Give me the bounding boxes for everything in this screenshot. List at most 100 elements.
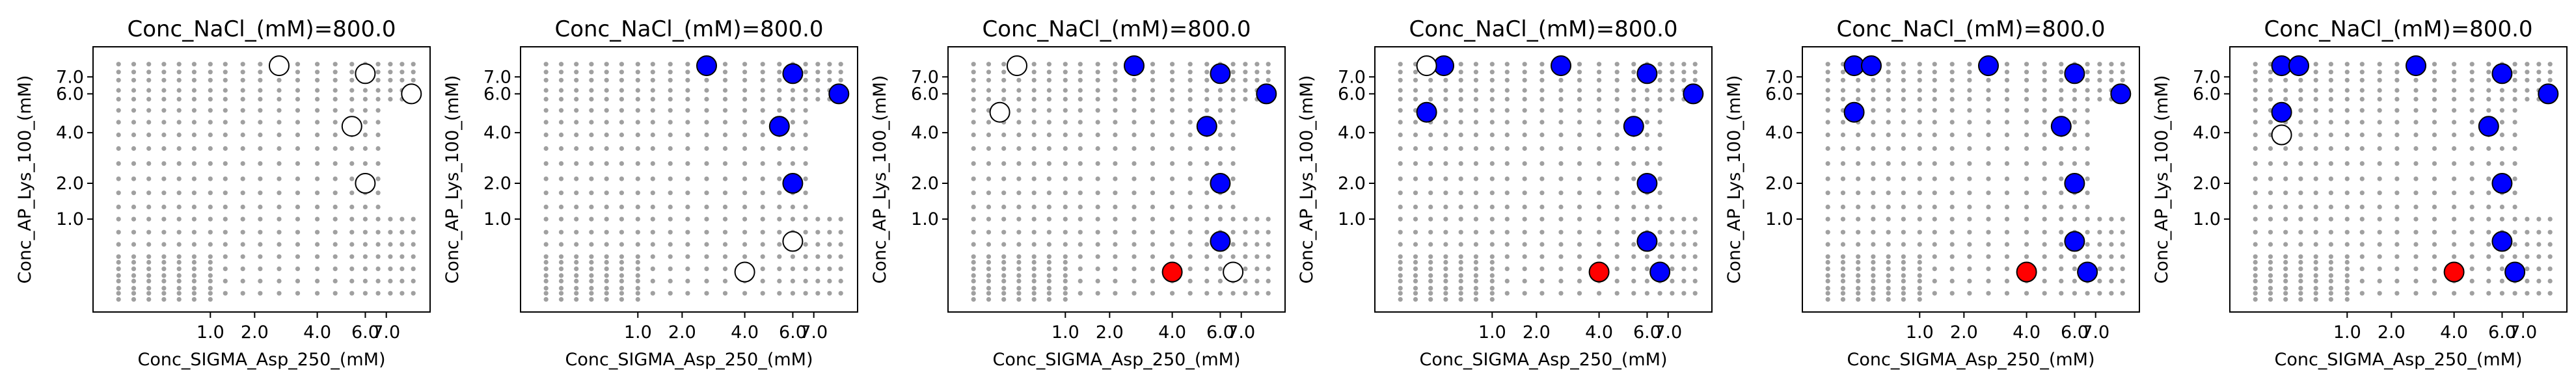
sample-point [1413,285,1418,291]
sample-point [2413,266,2419,272]
sample-point [815,77,820,83]
sample-point [2377,278,2382,283]
sample-point [2004,77,2010,83]
sample-point [240,216,245,222]
sample-point [742,216,748,222]
sample-point [574,146,579,151]
sample-point [619,204,625,209]
sample-point [790,146,795,151]
sample-point [2512,176,2517,181]
sample-point [1443,204,1448,209]
sample-point [2359,88,2365,93]
sample-point [1657,242,1662,247]
sample-point [1413,146,1418,151]
sample-point [803,146,808,151]
sample-point [2525,62,2530,67]
sample-point [971,120,976,125]
sample-point [1489,176,1495,181]
sample-point [1681,266,1687,272]
sample-point [2512,291,2517,296]
sample-point [1132,266,1137,272]
sample-point [1577,161,1582,166]
sample-point [161,146,167,151]
sample-point [1901,204,1906,209]
sample-point [208,278,213,283]
sample-point [1458,216,1463,222]
experiment-point [782,231,804,252]
sample-point [1917,254,1922,259]
sample-point [1001,273,1007,278]
sample-point [1443,297,1448,302]
sample-point [349,77,355,83]
sample-point [1413,120,1418,125]
sample-point [1631,62,1636,67]
sample-point [827,70,832,75]
sample-point [1001,161,1007,166]
sample-point [2283,216,2288,222]
sample-point [2525,242,2530,247]
sample-point [2525,278,2530,283]
sample-point [1577,204,1582,209]
sample-point [1113,108,1118,113]
sample-point [1428,254,1433,259]
sample-point [704,132,709,138]
y-tick-label: 7.0 [2193,67,2221,87]
sample-point [1558,77,1564,83]
sample-point [1644,254,1649,259]
sample-point [208,254,213,259]
sample-point [558,88,564,93]
sample-point [1046,120,1051,125]
sample-point [1458,259,1463,265]
sample-point [240,62,245,67]
sample-point [1170,108,1175,113]
sample-point [1046,297,1051,302]
sample-point [2377,266,2382,272]
sample-point [176,242,182,247]
sample-point [1539,146,1545,151]
sample-point [1631,266,1636,272]
sample-point [2059,88,2064,93]
sample-point [2313,278,2318,283]
sample-point [2536,278,2542,283]
sample-point [1840,254,1846,259]
y-tick-label: 4.0 [1765,123,1793,143]
sample-point [223,278,228,283]
sample-point [2059,97,2064,102]
sample-point [1473,132,1478,138]
sample-point [777,204,782,209]
sample-point [2313,132,2318,138]
sample-point [1078,176,1083,181]
sample-point [2328,77,2333,83]
sample-point [2085,254,2090,259]
sample-point [1413,88,1418,93]
sample-point [2085,146,2090,151]
sample-point [668,70,673,75]
sample-point [558,278,564,283]
sample-point [146,190,152,196]
sample-point [332,190,338,196]
sample-point [146,120,152,125]
sample-point [2499,146,2504,151]
sample-point [1901,278,1906,283]
sample-point [760,97,765,102]
sample-point [2359,161,2365,166]
sample-point [1614,190,1620,196]
sample-point [1078,97,1083,102]
sample-point [1670,229,1675,235]
sample-point [1871,132,1876,138]
sample-point [400,62,405,67]
sample-point [604,88,609,93]
sample-point [1986,190,1991,196]
sample-point [332,132,338,138]
sample-point [1132,132,1137,138]
sample-point [223,229,228,235]
sample-point [1217,161,1223,166]
sample-point [2298,229,2303,235]
sample-point [722,108,728,113]
sample-point [2268,273,2273,278]
sample-point [1458,62,1463,67]
sample-point [1692,77,1698,83]
sample-point [1398,266,1403,272]
sample-point [1539,70,1545,75]
sample-point [1871,259,1876,265]
